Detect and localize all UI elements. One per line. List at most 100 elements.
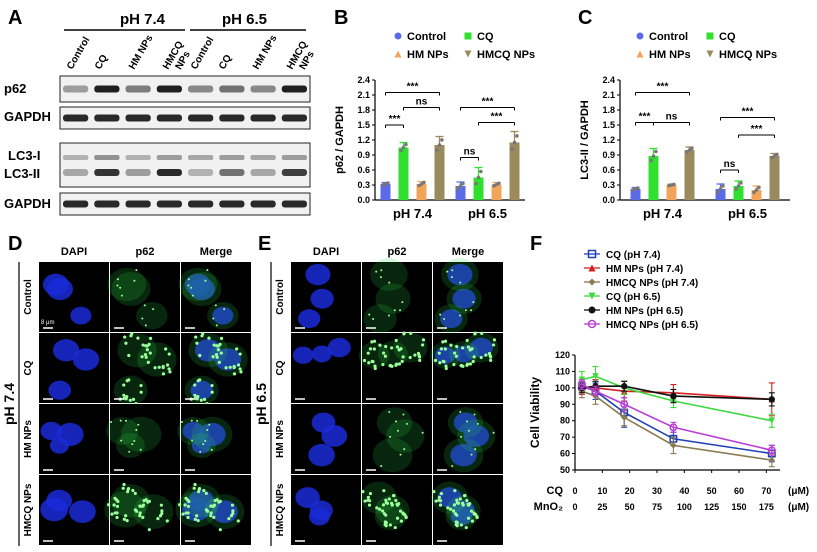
p62-puncta <box>159 503 163 507</box>
p62-puncta <box>187 284 190 287</box>
p62-puncta <box>402 413 405 416</box>
p62-puncta <box>120 294 123 297</box>
panel-letter-f: F <box>530 233 542 255</box>
blot-lane-label-text: CQ <box>217 53 234 72</box>
p62-puncta <box>215 324 218 327</box>
cytoplasm-signal <box>376 407 413 438</box>
blot-band <box>125 85 151 93</box>
p62-puncta <box>388 281 391 284</box>
blot-lane-label: CQ <box>93 53 110 72</box>
p62-puncta <box>389 435 392 438</box>
x-tick-label: 50 <box>625 502 635 512</box>
p62-puncta <box>119 419 122 422</box>
blot-band <box>250 114 276 122</box>
y-tick-label: 1.2 <box>357 135 370 145</box>
p62-puncta <box>167 367 171 371</box>
p62-puncta <box>131 397 136 401</box>
data-point <box>672 182 676 187</box>
p62-puncta <box>470 453 473 456</box>
p62-puncta <box>390 346 394 350</box>
p62-puncta <box>219 351 223 355</box>
p62-puncta <box>235 347 239 351</box>
blot-band <box>281 200 307 208</box>
blot-lane-label: HM NPs <box>127 33 156 72</box>
blot-lane-label: Control <box>65 35 92 71</box>
blot-band <box>250 200 276 208</box>
p62-puncta <box>443 318 446 321</box>
p62-puncta <box>214 304 217 307</box>
p62-puncta <box>456 501 461 505</box>
blot-band <box>188 85 214 93</box>
p62-puncta <box>399 519 404 523</box>
p62-puncta <box>125 419 128 422</box>
p62-puncta <box>110 512 114 516</box>
microscopy-tile <box>291 404 361 474</box>
blot-band <box>281 85 307 93</box>
panel-letter-a: A <box>8 7 22 29</box>
p62-puncta <box>209 511 213 515</box>
p62-puncta <box>397 362 402 366</box>
blot-strip-lc3 <box>59 142 311 188</box>
p62-puncta <box>416 351 421 356</box>
data-point <box>752 190 756 195</box>
p62-puncta <box>398 509 403 513</box>
tile-background <box>362 475 432 545</box>
p62-puncta <box>186 515 190 520</box>
p62-puncta <box>459 281 462 284</box>
y-tick-label: 60 <box>560 449 570 459</box>
p62-puncta <box>458 497 462 501</box>
p62-puncta <box>208 423 211 426</box>
p62-puncta <box>231 511 235 516</box>
legend-label: CQ <box>719 31 736 43</box>
blot-band <box>156 114 182 122</box>
data-point <box>401 145 406 150</box>
p62-puncta <box>228 365 232 369</box>
blot-band <box>250 85 276 93</box>
legend-label: CQ (pH 6.5) <box>606 292 660 303</box>
cytoplasm-signal <box>177 417 210 445</box>
p62-puncta <box>191 294 194 297</box>
significance-label: *** <box>389 114 401 125</box>
legend-label: HM NPs <box>649 49 691 61</box>
legend-marker <box>588 278 596 286</box>
y-tick-label: 50 <box>560 465 570 475</box>
p62-puncta <box>455 498 459 502</box>
p62-puncta <box>230 503 234 507</box>
p62-puncta <box>192 486 196 490</box>
nucleus <box>69 500 96 523</box>
nucleus <box>309 500 333 521</box>
p62-puncta <box>218 528 222 532</box>
cytoplasm-signal <box>375 283 411 314</box>
cytoplasm-signal <box>178 267 217 302</box>
nucleus <box>469 337 493 358</box>
data-point <box>621 414 628 421</box>
p62-puncta <box>380 464 383 467</box>
legend-marker <box>394 32 402 40</box>
p62-puncta <box>116 278 119 281</box>
p62-puncta <box>196 519 200 523</box>
data-point <box>422 180 426 185</box>
legend-label: HM NPs <box>407 49 449 61</box>
p62-puncta <box>143 353 148 357</box>
x-tick-label: 125 <box>704 502 719 512</box>
y-tick-label: 1.5 <box>602 120 615 130</box>
blot-band-lc3ii <box>188 169 214 176</box>
y-tick-label: 0.3 <box>602 180 615 190</box>
cytoplasm-signal <box>181 483 221 518</box>
y-tick-label: 2.4 <box>357 75 370 85</box>
p62-puncta <box>455 524 459 528</box>
legend-marker <box>588 264 596 272</box>
legend-label: CQ (pH 7.4) <box>606 250 660 261</box>
nucleus <box>305 263 331 286</box>
bar <box>509 142 520 200</box>
western-blot-panel: pH 7.4 pH 6.5 Control CQ HM NPs HMCQNPsCont… <box>4 11 317 216</box>
p62-puncta <box>492 431 495 434</box>
p62-puncta <box>461 346 465 350</box>
p62-puncta <box>133 279 136 282</box>
bar <box>455 186 466 200</box>
p62-puncta <box>366 495 370 499</box>
legend-label: Control <box>649 31 688 43</box>
p62-puncta <box>122 517 126 521</box>
p62-puncta <box>380 269 383 272</box>
